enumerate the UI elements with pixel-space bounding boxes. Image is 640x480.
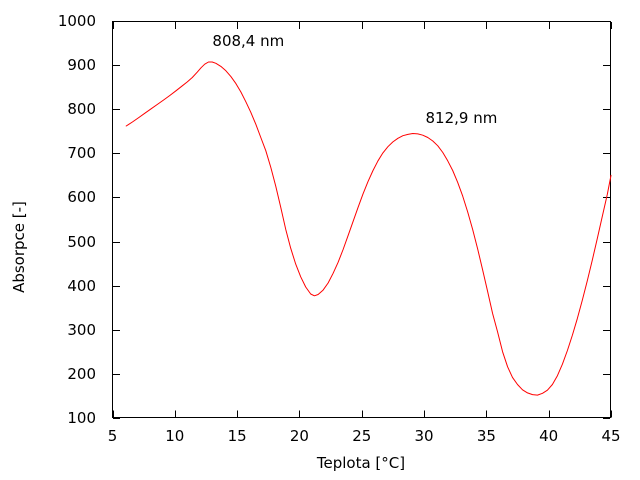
annotation-label: 812,9 nm bbox=[425, 109, 498, 128]
y-tick-label: 700 bbox=[67, 144, 96, 163]
y-tick-label: 1000 bbox=[57, 12, 96, 30]
x-tick-label: 35 bbox=[476, 427, 496, 445]
x-tick-label: 15 bbox=[227, 427, 247, 445]
y-tick-label: 600 bbox=[67, 188, 96, 207]
x-axis-title: Teplota [°C] bbox=[316, 454, 406, 472]
x-tick-label: 5 bbox=[107, 427, 118, 445]
y-tick-label: 300 bbox=[67, 320, 96, 339]
x-tick-label: 10 bbox=[165, 427, 185, 445]
y-tick-label: 400 bbox=[67, 276, 96, 295]
y-tick-label: 800 bbox=[67, 100, 96, 119]
plot-border bbox=[112, 21, 611, 418]
x-tick-label: 40 bbox=[539, 427, 559, 445]
absorbance-curve bbox=[125, 61, 612, 396]
tick-marks bbox=[113, 21, 612, 419]
y-tick-label: 200 bbox=[67, 364, 96, 383]
y-tick-label: 900 bbox=[67, 56, 96, 75]
x-tick-label: 20 bbox=[289, 427, 309, 445]
x-tick-label: 30 bbox=[414, 427, 434, 445]
x-tick-label: 45 bbox=[601, 427, 621, 445]
annotation-label: 808,4 nm bbox=[212, 31, 285, 50]
x-tick-label: 25 bbox=[352, 427, 372, 445]
y-tick-label: 100 bbox=[67, 409, 96, 427]
y-tick-label: 500 bbox=[67, 232, 96, 251]
